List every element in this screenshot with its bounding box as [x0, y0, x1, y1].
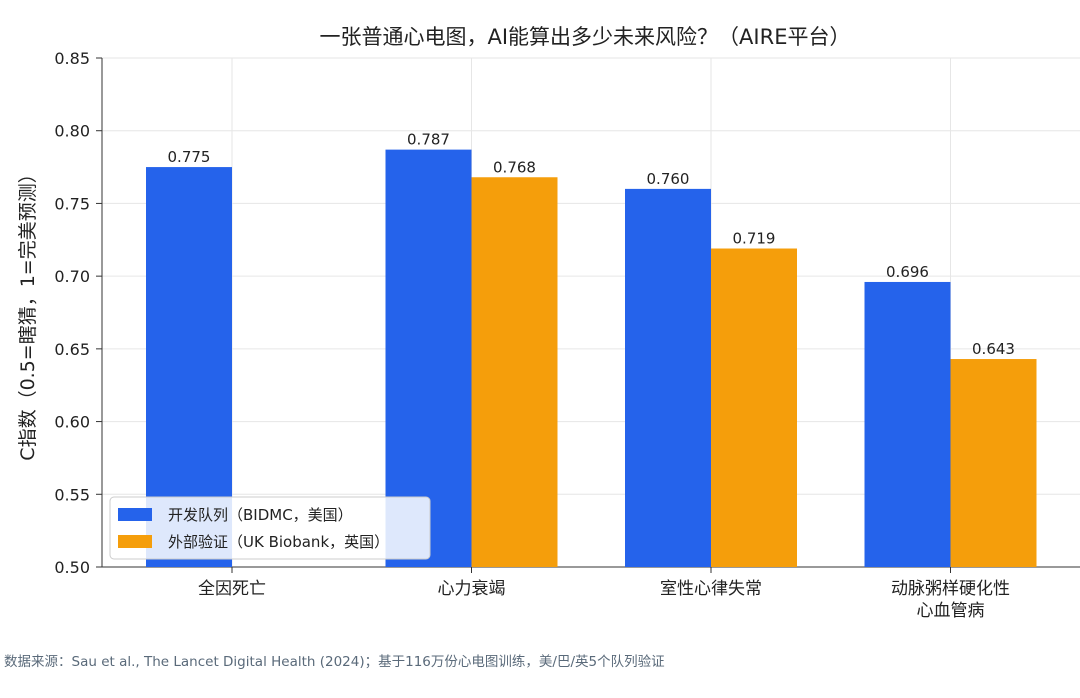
- y-axis-label: C指数（0.5=瞎猜，1=完美预测）: [17, 164, 39, 460]
- y-tick-label: 0.55: [54, 485, 90, 504]
- x-tick-label: 动脉粥样硬化性: [891, 579, 1010, 599]
- chart: 一张普通心电图，AI能算出多少未来风险？（AIRE平台） 0.775 0.787 0…: [17, 25, 1080, 621]
- x-tick-label: 全因死亡: [198, 579, 266, 599]
- y-tick-label: 0.50: [54, 558, 90, 577]
- x-tick-label: 心血管病: [917, 601, 985, 621]
- legend-label: 开发队列（BIDMC，美国）: [168, 506, 353, 524]
- bar-value-label: 0.775: [168, 148, 211, 166]
- bar: [471, 177, 558, 567]
- bar-value-label: 0.643: [972, 340, 1015, 358]
- y-tick-label: 0.75: [54, 194, 90, 213]
- y-tick-labels: 0.50 0.55 0.60 0.65 0.70 0.75 0.80 0.85: [54, 49, 90, 577]
- y-tick-label: 0.80: [54, 122, 90, 141]
- legend-swatch: [118, 535, 152, 548]
- x-tick-label: 室性心律失常: [660, 579, 762, 599]
- legend: 开发队列（BIDMC，美国） 外部验证（UK Biobank，英国）: [109, 496, 431, 560]
- x-tick-label: 心力衰竭: [438, 579, 506, 599]
- chart-title: 一张普通心电图，AI能算出多少未来风险？（AIRE平台）: [320, 25, 851, 49]
- bar-value-label: 0.760: [647, 170, 690, 188]
- y-tick-label: 0.65: [54, 340, 90, 359]
- legend-label: 外部验证（UK Biobank，英国）: [168, 533, 389, 551]
- grid: [102, 57, 1080, 568]
- legend-frame: [109, 496, 431, 560]
- bar-value-label: 0.768: [493, 158, 536, 176]
- bar: [625, 188, 711, 567]
- bar: [711, 248, 797, 568]
- bar: [950, 359, 1037, 567]
- y-tick-label: 0.60: [54, 413, 90, 432]
- source-caption: 数据来源：Sau et al., The Lancet Digital Heal…: [4, 654, 665, 670]
- legend-swatch: [118, 508, 152, 521]
- bar: [864, 281, 951, 567]
- y-tick-label: 0.85: [54, 49, 90, 68]
- bar-value-label: 0.787: [407, 131, 450, 149]
- y-tick-label: 0.70: [54, 267, 90, 286]
- bar-value-label: 0.719: [733, 230, 776, 248]
- bar-value-label: 0.696: [886, 263, 929, 281]
